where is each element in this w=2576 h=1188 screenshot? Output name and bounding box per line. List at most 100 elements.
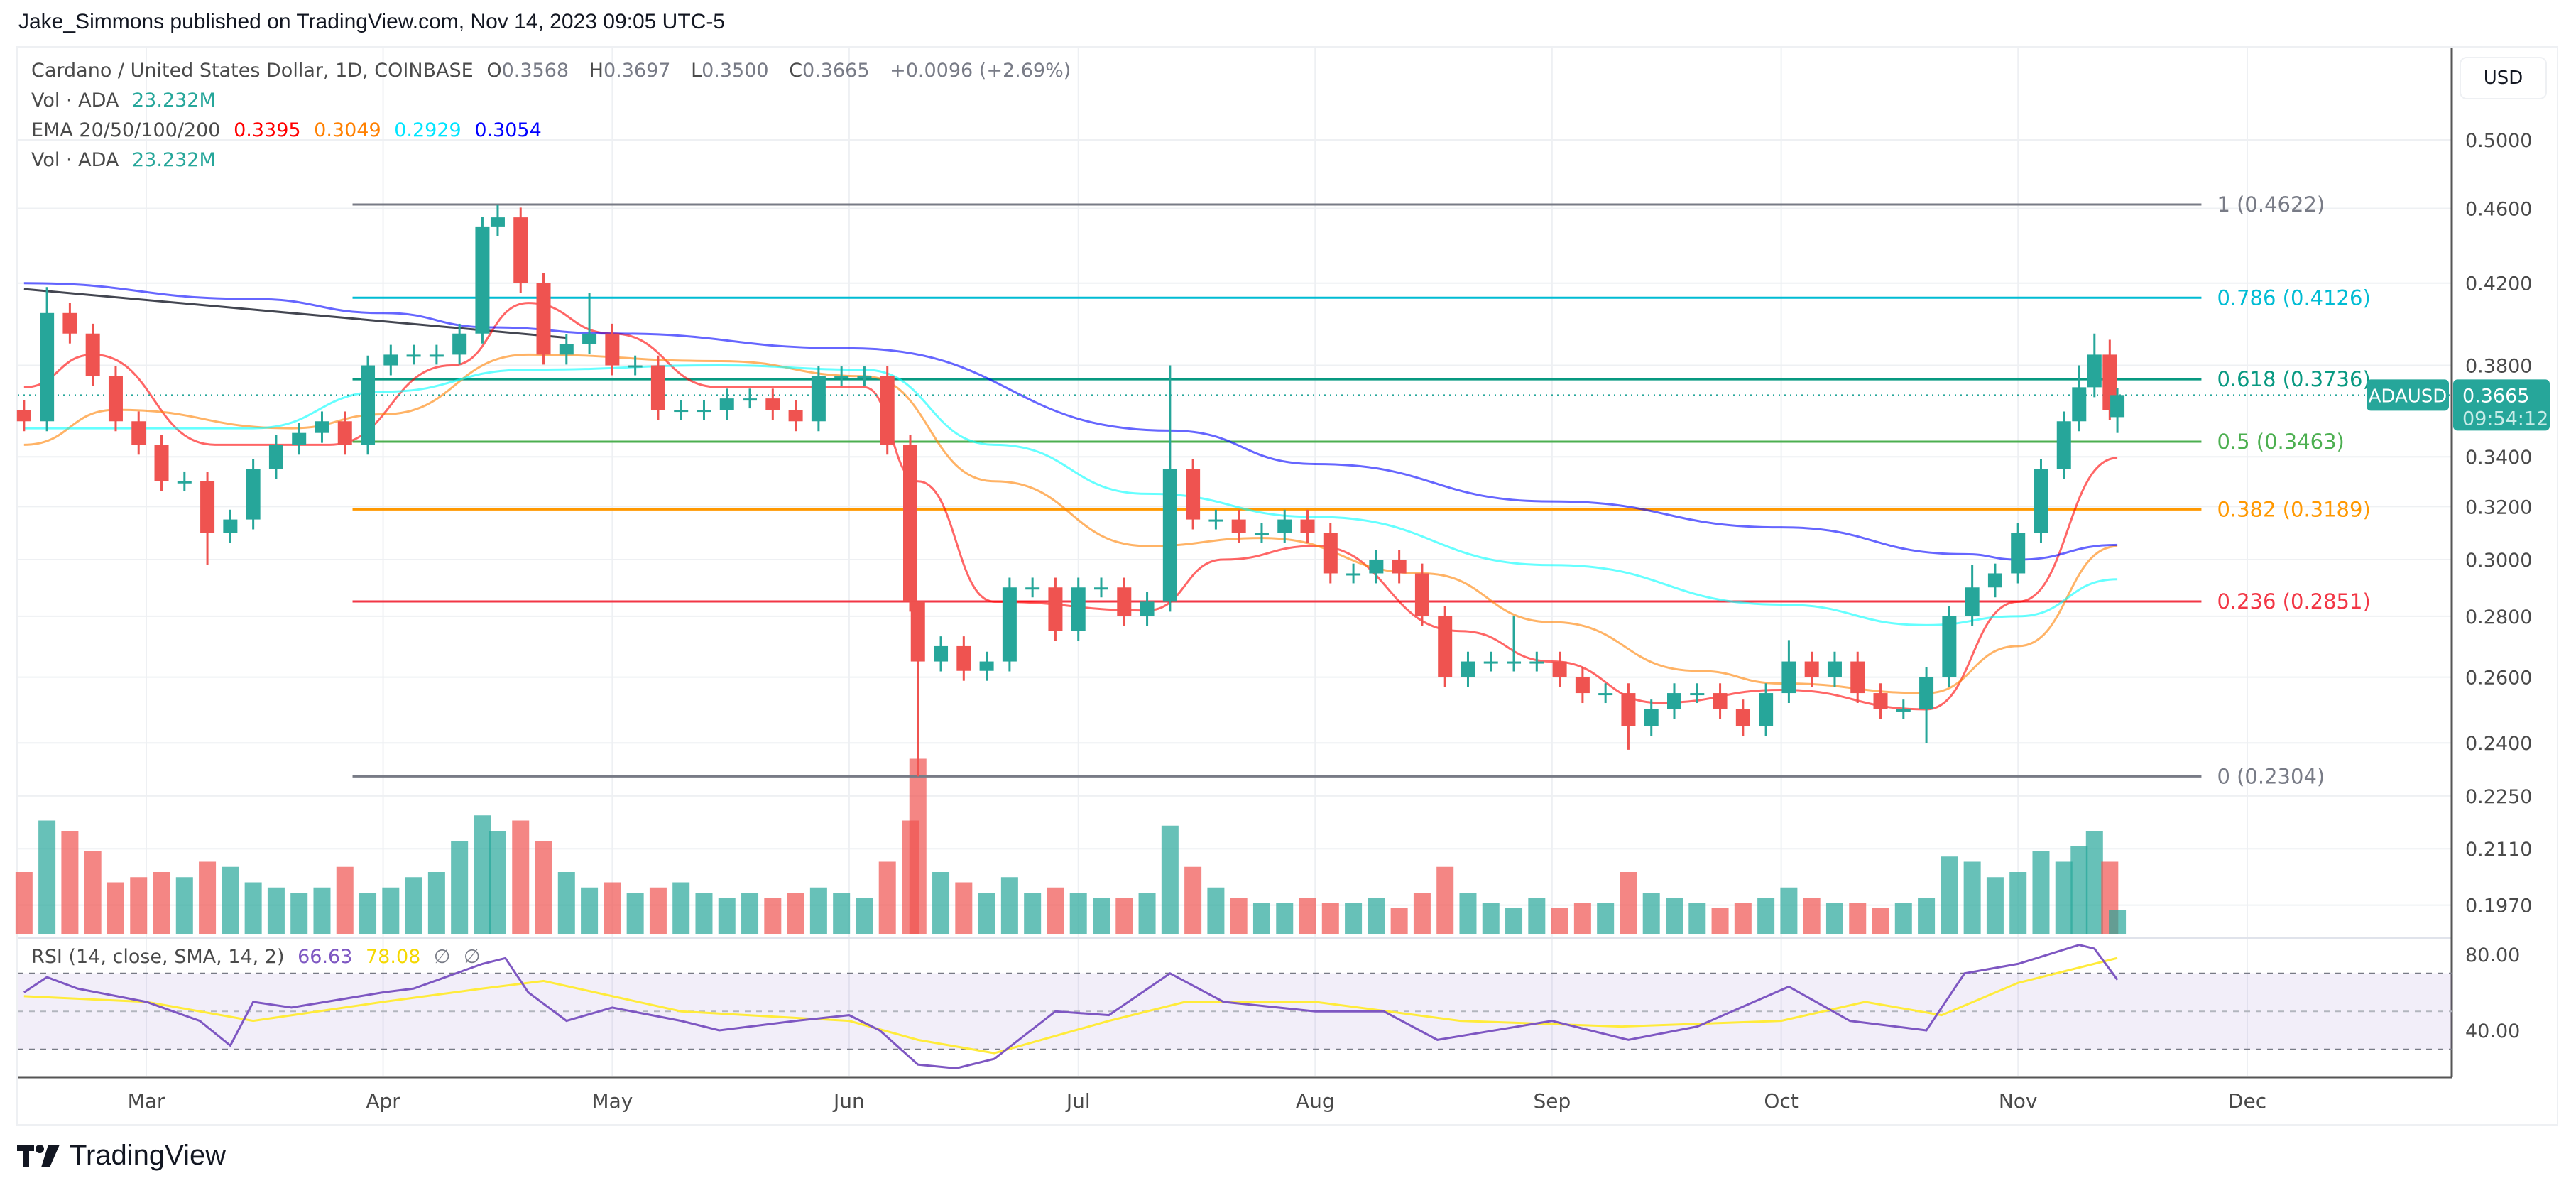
ema-legend[interactable]: EMA 20/50/100/200 0.3395 0.3049 0.2929 0… [31, 119, 549, 141]
candle-body [1873, 693, 1888, 709]
volume-bar [787, 893, 804, 934]
candle-body [1162, 469, 1177, 602]
price-axis-label: 0.2600 [2465, 667, 2532, 690]
volume-bar [1252, 903, 1270, 934]
volume-bar [61, 831, 79, 934]
volume-label: Vol · ADA [31, 149, 119, 171]
rsi-axis-label: 80.00 [2465, 944, 2520, 966]
symbol-legend[interactable]: Cardano / United States Dollar, 1D, COIN… [31, 60, 1078, 82]
price-axis-label: 0.3800 [2465, 356, 2532, 378]
volume-bar [336, 866, 354, 934]
candle-body [1254, 533, 1269, 535]
candle-body [1392, 560, 1407, 574]
rsi-label: RSI (14, close, SMA, 14, 2) [31, 946, 285, 968]
volume-bar [1413, 893, 1431, 934]
candle-body [650, 365, 665, 410]
candle-body [834, 376, 849, 378]
volume-bar [489, 831, 506, 934]
time-axis-label: Jun [832, 1089, 865, 1113]
candle-body [40, 312, 55, 422]
price-axis-label: 0.3200 [2465, 496, 2532, 518]
volume-bar [718, 898, 736, 934]
symbol-price-tag [2367, 379, 2449, 411]
volume-legend[interactable]: Vol · ADA 23.232M [31, 89, 223, 111]
candle-body [719, 398, 734, 410]
candle-body [131, 421, 146, 445]
volume-bar [1276, 903, 1294, 934]
volume-bar [1963, 861, 1981, 934]
volume-bar [1345, 903, 1363, 934]
candle-body [1552, 661, 1567, 677]
volume-bar [878, 861, 896, 934]
candle-body [361, 365, 376, 445]
candle-body [765, 398, 780, 410]
volume-bar [932, 872, 950, 934]
volume-bar [955, 882, 973, 934]
rsi-na-value: ∅ [464, 946, 481, 968]
candle-body [1987, 573, 2002, 588]
volume-bar [451, 841, 469, 934]
volume-bar [1505, 908, 1523, 934]
volume-bar [1941, 856, 1958, 934]
candle-body [200, 481, 215, 533]
ema20-value: 0.3395 [234, 119, 301, 141]
volume-bar [1551, 908, 1568, 934]
candle-body [1208, 519, 1223, 522]
ema-line-ema50 [23, 353, 2118, 694]
volume-bar [2070, 846, 2088, 934]
volume-bar [649, 887, 667, 934]
candle-body [2056, 421, 2071, 469]
candle-body [743, 398, 758, 401]
volume-bar [1666, 898, 1683, 934]
volume-bar [764, 898, 782, 934]
rsi-legend[interactable]: RSI (14, close, SMA, 14, 2) 66.63 78.08 … [31, 946, 488, 968]
time-axis-label: Nov [1999, 1089, 2038, 1113]
volume-bar [1849, 903, 1867, 934]
fib-level-label: 0.618 (0.3736) [2217, 367, 2370, 391]
candle-body [1827, 661, 1842, 677]
ema-label: EMA 20/50/100/200 [31, 119, 221, 141]
volume-bar [1894, 903, 1912, 934]
candle-body [1690, 693, 1705, 696]
fib-level-label: 0.382 (0.3189) [2217, 497, 2370, 521]
publisher-line: Jake_Simmons published on TradingView.co… [18, 10, 725, 33]
volume-bar [672, 882, 690, 934]
time-axis-label: Oct [1764, 1089, 1798, 1113]
volume-bar [1000, 877, 1018, 934]
ohlc-close: C0.3665 [789, 60, 870, 82]
volume-bar [1390, 908, 1408, 934]
candle-body [559, 344, 574, 355]
volume-bar [1436, 866, 1454, 934]
candle-body [536, 283, 551, 355]
volume-bar [1734, 903, 1752, 934]
candle-body [2072, 387, 2087, 422]
volume-bar [581, 887, 599, 934]
fib-level-label: 0.786 (0.4126) [2217, 285, 2370, 310]
volume-bar [1161, 825, 1179, 934]
ohlc-low: L0.3500 [691, 60, 769, 82]
volume-bar [107, 882, 124, 934]
volume-bar [1688, 903, 1706, 934]
candle-body [1369, 560, 1384, 574]
volume-bar [1711, 908, 1729, 934]
candle-body [697, 410, 711, 413]
candle-body [1438, 616, 1453, 677]
bar-countdown: 09:54:12 [2462, 408, 2548, 430]
volume-bar [15, 872, 33, 934]
volume-bar [1459, 893, 1477, 934]
candle-body [1804, 661, 1819, 677]
volume-bar [1803, 898, 1821, 934]
ohlc-open: O0.3568 [486, 60, 569, 82]
volume-legend-2[interactable]: Vol · ADA 23.232M [31, 149, 223, 171]
candle-body [1965, 587, 1980, 616]
volume-bar [909, 758, 927, 934]
candle-body [1002, 587, 1017, 662]
currency-button[interactable]: USD [2460, 57, 2547, 99]
volume-bar [1573, 903, 1591, 934]
tradingview-logo[interactable]: TradingView [17, 1140, 226, 1172]
price-axis-label: 0.4600 [2465, 198, 2532, 220]
candle-body [1759, 693, 1774, 726]
fib-level-label: 1 (0.4622) [2217, 192, 2325, 217]
volume-bar [1299, 898, 1316, 934]
